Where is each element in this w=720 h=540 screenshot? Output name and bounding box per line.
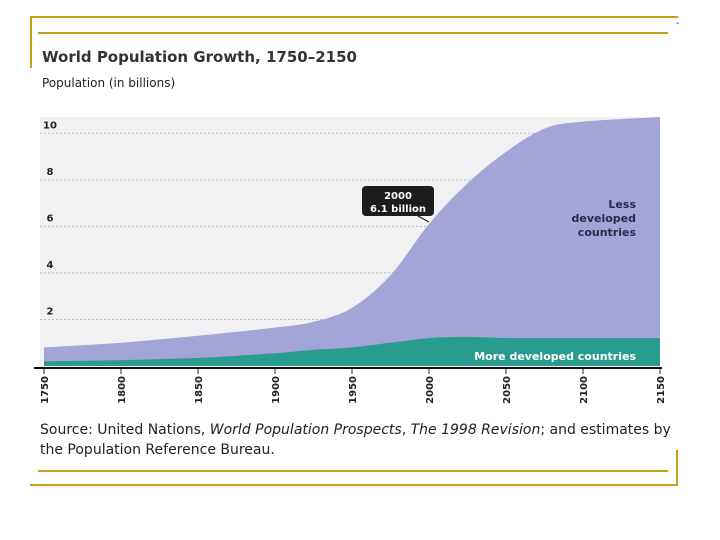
x-tick-label: 1950 [348,376,359,404]
source-suffix: ; and estimates by the Population Refere… [40,422,671,458]
source-prefix: Source: United Nations, [40,422,210,438]
corner-mark: - [676,18,680,29]
source-title: World Population Prospects [209,422,402,438]
more-developed-label: More developed countries [474,350,636,363]
frame-left-line [30,16,32,68]
annotation-value: 6.1 billion [370,204,426,215]
source-revision: The 1998 Revision [410,422,541,438]
less-developed-label-line-3: countries [578,226,637,239]
less-developed-label-line-2: developed [571,212,636,225]
series-more-developed-area [44,336,660,366]
annotation-leader-line [417,215,430,223]
annotation-box [362,186,434,216]
x-tick-label: 1800 [117,376,128,404]
source-separator: , [401,422,411,438]
x-tick-label: 1850 [194,376,205,404]
annotation-year: 2000 [384,191,412,202]
less-developed-label-line-1: Less [608,198,636,211]
y-tick-label: 6 [47,213,54,224]
series-less-developed-area [44,116,660,367]
y-tick-label: 4 [47,260,54,271]
title-rule [38,32,668,34]
y-axis-label: Population (in billions) [42,76,176,90]
chart-title: World Population Growth, 1750–2150 [42,48,357,66]
y-tick-label: 10 [43,120,57,131]
frame-top-line [30,16,678,18]
x-tick-label: 2050 [502,376,513,404]
bottom-rule [38,470,668,472]
y-tick-label: 2 [47,306,54,317]
x-tick-label: 1900 [271,376,282,404]
frame-bottom-line [30,484,678,486]
x-tick-label: 2150 [656,376,667,404]
frame-right-line [676,450,678,486]
y-tick-label: 8 [47,167,54,178]
x-tick-label: 2000 [425,376,436,404]
x-tick-label: 1750 [40,376,51,404]
x-tick-label: 2100 [579,376,590,404]
source-note: Source: United Nations, World Population… [40,420,680,460]
